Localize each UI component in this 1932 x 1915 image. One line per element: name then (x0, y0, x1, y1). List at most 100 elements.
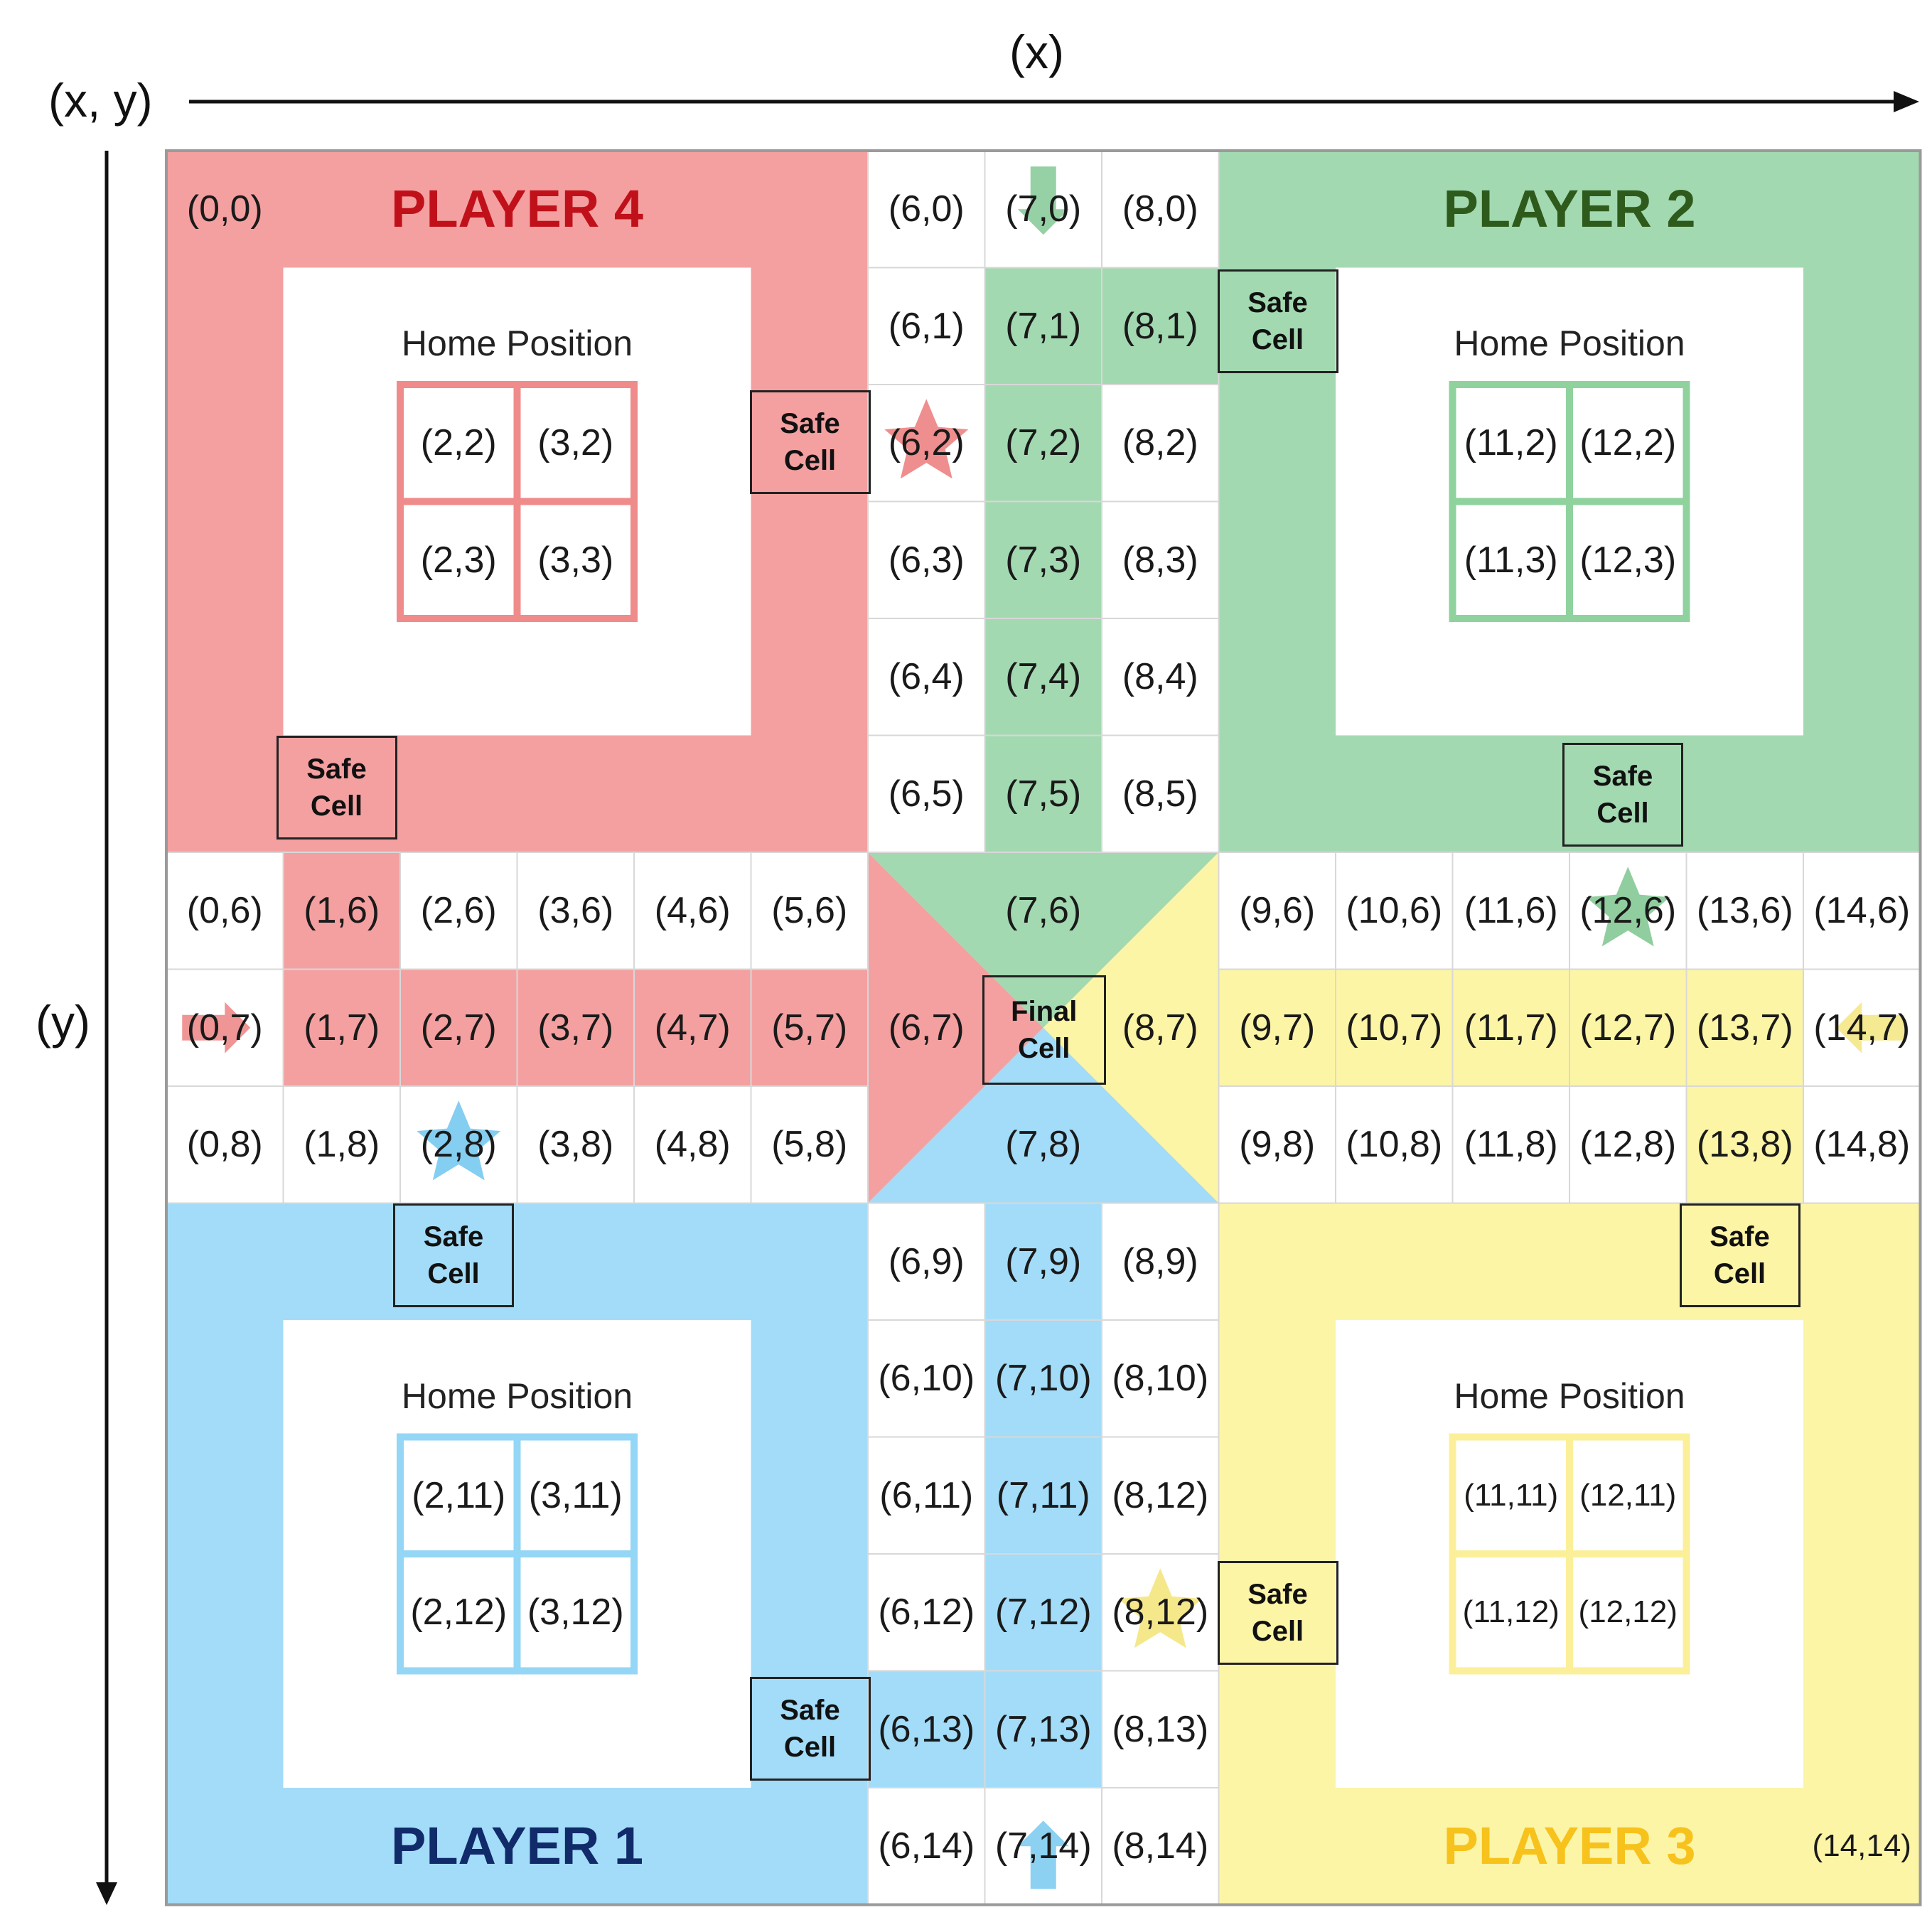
safe-cell-box: Safe Cell (749, 1676, 871, 1781)
cell-label: (7,13) (994, 1708, 1092, 1750)
cell-label: (7,9) (1005, 1240, 1082, 1282)
cell-label: (9,6) (1239, 890, 1316, 932)
cell-label: (14,8) (1813, 1124, 1911, 1166)
cell-label: (5,6) (771, 890, 848, 932)
star-icon (1586, 867, 1670, 947)
safe-cell-text: Safe (780, 1694, 840, 1726)
cell-label: (6,5) (888, 773, 965, 815)
safe-cell-text: Safe (1247, 1579, 1308, 1610)
home-cell-label: (12,11) (1579, 1477, 1677, 1513)
home-cell-label: (3,12) (527, 1592, 624, 1634)
safe-cell-text: Safe (1592, 760, 1653, 792)
cell-label: (5,8) (771, 1124, 848, 1166)
cell-label: (9,8) (1239, 1124, 1316, 1166)
cell-label: (12,8) (1579, 1124, 1677, 1166)
cell-label: (6,4) (888, 656, 965, 698)
home-cell-label: (2,12) (410, 1592, 508, 1634)
cell-label: (10,7) (1346, 1007, 1443, 1048)
cell-label: (13,8) (1696, 1124, 1793, 1166)
cell-label: (2,6) (420, 890, 497, 932)
track-cell-green-start (1102, 267, 1219, 385)
home-cell-label: (2,2) (420, 422, 497, 464)
cell-label: (3,6) (537, 890, 614, 932)
cell-label: (6,12) (878, 1592, 975, 1634)
cell-label: (7,1) (1005, 305, 1082, 347)
track-home-column-yellow (1218, 969, 1803, 1086)
cell-label: (11,8) (1464, 1124, 1558, 1166)
final-cell-box: Final Cell (982, 975, 1106, 1085)
cell-label: (3,8) (537, 1124, 614, 1166)
cell-label: (7,14) (994, 1825, 1092, 1867)
cell-label: (0,8) (186, 1124, 263, 1166)
safe-cell-text: Cell (1713, 1257, 1766, 1289)
track-cell-yellow-start (1686, 1086, 1803, 1203)
home-cell-label: (3,11) (528, 1474, 623, 1516)
home-cell-label: (2,3) (420, 539, 497, 581)
track-cell-red-start (283, 852, 400, 970)
cell-label: (7,5) (1005, 773, 1082, 815)
final-cell-text: Final (1011, 995, 1078, 1027)
safe-cell-box: Safe Cell (1217, 1561, 1338, 1665)
cell-label: (8,4) (1122, 656, 1198, 698)
star-icon (1118, 1568, 1203, 1648)
cell-label: (6,7) (888, 1007, 965, 1048)
home-cell-label: (2,11) (412, 1474, 506, 1516)
cell-label: (7,0) (1005, 188, 1082, 230)
cell-label: (8,2) (1122, 422, 1198, 464)
corner-label-end: (14,14) (1812, 1828, 1911, 1864)
home-cell-label: (11,11) (1464, 1477, 1559, 1513)
safe-cell-text: Cell (427, 1257, 480, 1289)
cell-label: (9,7) (1239, 1007, 1316, 1048)
cell-label: (8,0) (1122, 188, 1198, 230)
safe-cell-box: Safe Cell (1217, 269, 1338, 373)
cell-label: (12,7) (1579, 1007, 1677, 1048)
cell-label: (7,4) (1005, 656, 1082, 698)
cell-label: (8,13) (1112, 1708, 1209, 1750)
center-triangle-green (868, 852, 1219, 1028)
safe-cell-text: Cell (783, 445, 837, 476)
cell-label: (4,6) (654, 890, 731, 932)
arrow-down-icon (1017, 166, 1069, 235)
safe-cell-text: Safe (1710, 1221, 1770, 1252)
board-border (165, 149, 1922, 1906)
cell-label: (6,2) (888, 422, 965, 464)
cell-label: (4,7) (654, 1007, 731, 1048)
cell-label: (10,8) (1346, 1124, 1443, 1166)
safe-cell-text: Cell (1596, 797, 1649, 829)
cell-label: (6,3) (888, 539, 965, 581)
center-triangle-red (868, 852, 1043, 1203)
cell-label: (0,6) (186, 890, 263, 932)
safe-cell-text: Cell (1251, 323, 1304, 355)
arrow-right-icon (182, 1002, 251, 1053)
player-label-p4: PLAYER 4 (390, 179, 644, 239)
x-axis-label: (x) (1009, 26, 1064, 78)
cell-label: (6,10) (878, 1358, 975, 1400)
cell-label: (0,7) (186, 1007, 263, 1048)
safe-cell-box: Safe Cell (1562, 742, 1683, 847)
home-position-label: Home Position (1454, 1375, 1685, 1416)
safe-cell-text: Cell (783, 1731, 837, 1763)
x-axis-arrowhead (1894, 91, 1919, 112)
cell-label: (7,6) (1005, 890, 1082, 932)
center-triangle-yellow (1043, 852, 1219, 1203)
cell-label: (2,7) (420, 1007, 497, 1048)
player-label-p1: PLAYER 1 (390, 1816, 644, 1876)
home-cell-label: (12,3) (1579, 539, 1677, 581)
cell-label: (2,8) (420, 1124, 497, 1166)
star-icon (417, 1100, 501, 1181)
track-cell-blue-start (868, 1670, 985, 1788)
cell-label: (6,1) (888, 305, 965, 347)
track-home-column-blue (984, 1203, 1102, 1788)
safe-cell-box: Safe Cell (1679, 1203, 1800, 1307)
center-triangle-blue (868, 1027, 1219, 1203)
cell-label: (7,10) (994, 1358, 1092, 1400)
cell-label: (10,6) (1346, 890, 1443, 932)
home-cell-label: (11,3) (1464, 539, 1558, 581)
player-label-p2: PLAYER 2 (1443, 179, 1696, 239)
arrow-left-icon (1836, 1002, 1905, 1053)
cell-label: (8,12) (1112, 1592, 1209, 1634)
cell-label: (14,6) (1813, 890, 1911, 932)
home-cell-label: (3,2) (537, 422, 614, 464)
player-label-p3: PLAYER 3 (1443, 1816, 1696, 1876)
